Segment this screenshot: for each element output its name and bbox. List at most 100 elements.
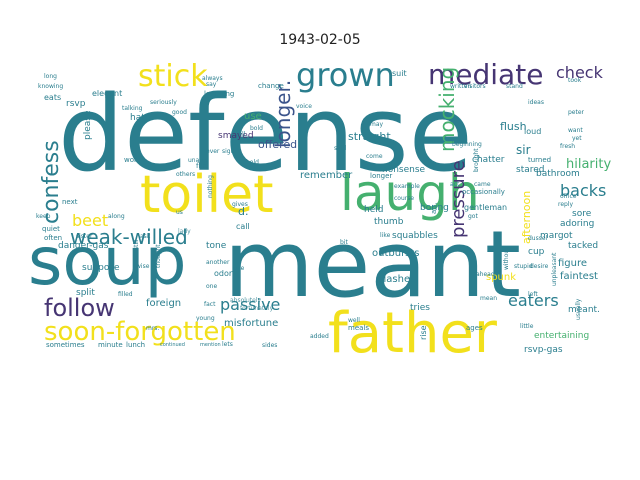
cloud-word: eaters [508, 291, 559, 310]
cloud-word: course [394, 195, 414, 202]
cloud-word: change [258, 82, 284, 90]
cloud-word: knowing [38, 83, 63, 90]
cloud-word: bit [340, 239, 348, 246]
cloud-word: sign [222, 148, 235, 155]
cloud-word: hate [130, 113, 151, 123]
cloud-word: chatter [472, 155, 505, 165]
cloud-word: passive [220, 295, 280, 314]
cloud-word: say [206, 81, 217, 88]
cloud-word: cup [528, 247, 545, 257]
cloud-word: remember [300, 170, 353, 181]
cloud-word: young [196, 315, 215, 322]
cloud-word: often [44, 234, 62, 242]
cloud-word: mention [200, 342, 221, 348]
cloud-word: fact [204, 301, 216, 308]
cloud-word: figure [558, 258, 587, 269]
cloud-word: like [380, 232, 391, 239]
cloud-word: lunch [126, 341, 145, 349]
cloud-word: gentleman [464, 203, 507, 212]
cloud-word: us [176, 209, 183, 216]
cloud-word: squabbles [392, 231, 438, 241]
cloud-word: meant. [568, 305, 600, 315]
cloud-word: example [394, 183, 420, 190]
cloud-word: check [556, 63, 604, 82]
cloud-word: occasionally [462, 188, 505, 196]
cloud-word: well [348, 317, 360, 324]
cloud-word: unpleasant [551, 252, 558, 286]
cloud-word: split [76, 288, 95, 298]
cloud-word: afternoon [520, 191, 533, 244]
cloud-word: yet [572, 135, 582, 142]
cloud-word: beet [72, 211, 108, 230]
cloud-word: come [366, 153, 383, 160]
cloud-word: ages [466, 324, 483, 332]
cloud-word: visitors [464, 83, 486, 90]
cloud-word: left [528, 291, 538, 298]
cloud-word: follow [44, 294, 115, 322]
cloud-word: offered [258, 138, 297, 151]
cloud-word: eats [44, 93, 61, 102]
cloud-word: air [430, 205, 438, 214]
cloud-word: sometimes [46, 341, 85, 349]
cloud-word: talking [122, 105, 143, 112]
cloud-word: rsvp [66, 99, 86, 109]
cloud-word: gives [232, 201, 248, 208]
cloud-word: spunk [486, 272, 516, 283]
cloud-word: sister [76, 233, 93, 240]
cloud-word: filled [118, 291, 133, 298]
cloud-word: faintest [560, 271, 598, 282]
cloud-word: danger-gas [58, 241, 109, 251]
cloud-word: peter [568, 109, 585, 116]
cloud-word: mean [480, 295, 497, 302]
cloud-word: mocking [435, 67, 459, 152]
cloud-word: loud [524, 127, 541, 136]
cloud-word: straight [348, 130, 391, 143]
cloud-word: tacked [568, 241, 598, 251]
cloud-word: meant [224, 211, 521, 318]
cloud-word: rsvp-gas [524, 345, 563, 355]
cloud-word: unable [188, 157, 209, 164]
cloud-word: keep [36, 213, 51, 220]
cloud-word: quiet [42, 225, 60, 233]
cloud-word: grown [296, 56, 395, 94]
cloud-word: longer. [271, 80, 295, 148]
cloud-word: hold [246, 159, 259, 166]
cloud-word: laugh [340, 164, 480, 222]
page-title: 1943-02-05 [279, 32, 361, 48]
cloud-word: joke [231, 265, 245, 272]
cloud-word: clashes [378, 274, 415, 285]
cloud-word: continued [160, 342, 185, 348]
cloud-word: came [474, 181, 491, 188]
cloud-word: stared [516, 165, 545, 175]
cloud-word: stand [506, 83, 523, 90]
cloud-word: flirt [196, 162, 208, 170]
cloud-word: weak-willed [70, 225, 188, 249]
cloud-word: may [370, 121, 384, 128]
cloud-word: longer [370, 172, 392, 180]
cloud-word: tone [206, 241, 227, 251]
cloud-word: foreign [146, 298, 181, 309]
cloud-word: brought [473, 148, 480, 172]
cloud-word: sides [262, 342, 277, 349]
cloud-word: desire [530, 263, 549, 270]
cloud-word: misfortune [224, 318, 278, 329]
cloud-word: lady [178, 228, 191, 235]
cloud-word: along [108, 213, 125, 220]
cloud-word: voice [296, 103, 312, 110]
cloud-word: confess [39, 140, 64, 224]
cloud-word: adoring [560, 219, 594, 229]
cloud-word: added [310, 333, 329, 340]
cloud-word: outbursts [372, 248, 420, 259]
cloud-word: next [62, 198, 78, 206]
cloud-word: mediate [428, 58, 543, 91]
cloud-word: turned [528, 156, 551, 164]
cloud-word: still [133, 239, 140, 250]
cloud-word: soup [28, 223, 187, 300]
cloud-word: without [503, 247, 510, 270]
cloud-word: toilet [140, 165, 273, 225]
cloud-word: lets [222, 341, 233, 348]
cloud-word: tries [410, 303, 430, 313]
cloud-word: want [568, 127, 583, 134]
cloud-word: fresh [560, 143, 575, 150]
cloud-word: sore [572, 209, 592, 219]
